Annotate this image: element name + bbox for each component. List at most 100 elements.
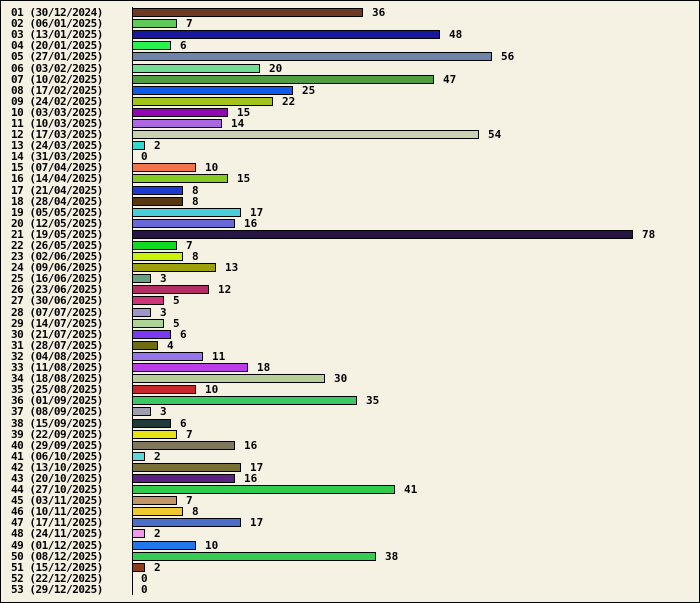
bar-row: 23 (02/06/2025) 8	[1, 251, 699, 262]
bar-value: 14	[231, 116, 245, 130]
bar-row: 01 (30/12/2024) 36	[1, 7, 699, 18]
bar-value: 36	[372, 6, 386, 20]
bar-value: 17	[250, 205, 264, 219]
row-label: 43 (20/10/2025)	[11, 471, 103, 485]
bar	[132, 429, 177, 439]
bar-area: 41	[132, 484, 699, 495]
bar-row: 13 (24/03/2025) 2	[1, 140, 699, 151]
bar-row: 05 (27/01/2025) 56	[1, 51, 699, 62]
bar-area: 17	[132, 207, 699, 218]
bar-row: 11 (10/03/2025) 14	[1, 118, 699, 129]
bar-value: 13	[225, 261, 239, 275]
bar	[132, 8, 363, 18]
bar-area: 16	[132, 440, 699, 451]
bar	[132, 296, 164, 306]
row-label: 44 (27/10/2025)	[11, 483, 103, 497]
bar-rows-container: 01 (30/12/2024) 36 02 (06/01/2025) 7 03 (13/…	[1, 7, 699, 595]
row-label: 01 (30/12/2024)	[11, 6, 103, 20]
bar-area: 2	[132, 528, 699, 539]
bar-row: 10 (03/03/2025) 15	[1, 107, 699, 118]
row-label: 19 (05/05/2025)	[11, 205, 103, 219]
row-label: 40 (29/09/2025)	[11, 438, 103, 452]
row-label: 06 (03/02/2025)	[11, 61, 103, 75]
row-label: 25 (16/06/2025)	[11, 272, 103, 286]
bar-area: 0	[132, 151, 699, 162]
bar-value: 16	[244, 471, 258, 485]
bar-area: 17	[132, 462, 699, 473]
bar-value: 54	[488, 128, 502, 142]
bar-value: 48	[449, 28, 463, 42]
bar	[132, 263, 216, 273]
bar-row: 28 (07/07/2025) 3	[1, 307, 699, 318]
bar-value: 18	[257, 361, 271, 375]
bar-area: 7	[132, 240, 699, 251]
bar	[132, 196, 183, 206]
row-label: 07 (10/02/2025)	[11, 72, 103, 86]
row-label: 22 (26/05/2025)	[11, 239, 103, 253]
bar	[132, 229, 633, 239]
bar	[132, 63, 260, 73]
bar-value: 3	[160, 272, 167, 286]
bar-row: 26 (23/06/2025) 12	[1, 284, 699, 295]
bar-row: 34 (18/08/2025) 30	[1, 373, 699, 384]
row-label: 38 (15/09/2025)	[11, 416, 103, 430]
bar-area: 10	[132, 162, 699, 173]
row-label: 36 (01/09/2025)	[11, 394, 103, 408]
bar-area: 35	[132, 395, 699, 406]
bar	[132, 329, 171, 339]
bar-value: 8	[192, 250, 199, 264]
bar-row: 25 (16/06/2025) 3	[1, 273, 699, 284]
bar-row: 36 (01/09/2025) 35	[1, 395, 699, 406]
row-label: 31 (28/07/2025)	[11, 338, 103, 352]
row-label: 37 (08/09/2025)	[11, 405, 103, 419]
bar-value: 7	[186, 494, 193, 508]
bar-area: 2	[132, 562, 699, 573]
bar-value: 2	[154, 139, 161, 153]
bar-area: 15	[132, 107, 699, 118]
bar-row: 06 (03/02/2025) 20	[1, 61, 699, 75]
row-label: 46 (10/11/2025)	[11, 505, 103, 519]
bar-area: 7	[132, 429, 699, 440]
bar-row: 51 (15/12/2025) 2	[1, 562, 699, 573]
bar-area: 3	[132, 406, 699, 417]
bar-area: 3	[132, 273, 699, 284]
bar-value: 38	[385, 549, 399, 563]
bar-row: 02 (06/01/2025) 7	[1, 18, 699, 29]
bar-row: 04 (20/01/2025) 6	[1, 40, 699, 51]
bar-value: 7	[186, 427, 193, 441]
bar	[132, 30, 440, 40]
bar-value: 11	[212, 349, 226, 363]
bar	[132, 451, 145, 461]
bar-value: 56	[501, 50, 515, 64]
bar-value: 10	[205, 538, 219, 552]
bar	[132, 130, 479, 140]
bar-area: 22	[132, 96, 699, 107]
bar-value: 6	[180, 39, 187, 53]
bar	[132, 507, 183, 517]
bar-row: 18 (28/04/2025) 8	[1, 196, 699, 207]
bar-row: 14 (31/03/2025) 0	[1, 151, 699, 162]
bar-area: 8	[132, 506, 699, 517]
bar-area: 3	[132, 307, 699, 318]
bar-value: 15	[237, 172, 251, 186]
bar-value: 78	[642, 227, 656, 241]
bar-value: 7	[186, 17, 193, 31]
row-label: 05 (27/01/2025)	[11, 50, 103, 64]
bar	[132, 285, 209, 295]
bar-value: 6	[180, 416, 187, 430]
bar-area: 2	[132, 140, 699, 151]
bar-area: 11	[132, 351, 699, 362]
bar	[132, 19, 177, 29]
bar-area: 38	[132, 551, 699, 562]
bar	[132, 185, 183, 195]
bar-row: 38 (15/09/2025) 6	[1, 416, 699, 430]
bar	[132, 252, 183, 262]
bar	[132, 396, 357, 406]
bar-row: 32 (04/08/2025) 11	[1, 351, 699, 362]
row-label: 16 (14/04/2025)	[11, 172, 103, 186]
bar-value: 2	[154, 527, 161, 541]
bar-value: 30	[334, 372, 348, 386]
bar-value: 16	[244, 438, 258, 452]
bar-row: 52 (22/12/2025) 0	[1, 573, 699, 584]
bar-area: 20	[132, 62, 699, 74]
